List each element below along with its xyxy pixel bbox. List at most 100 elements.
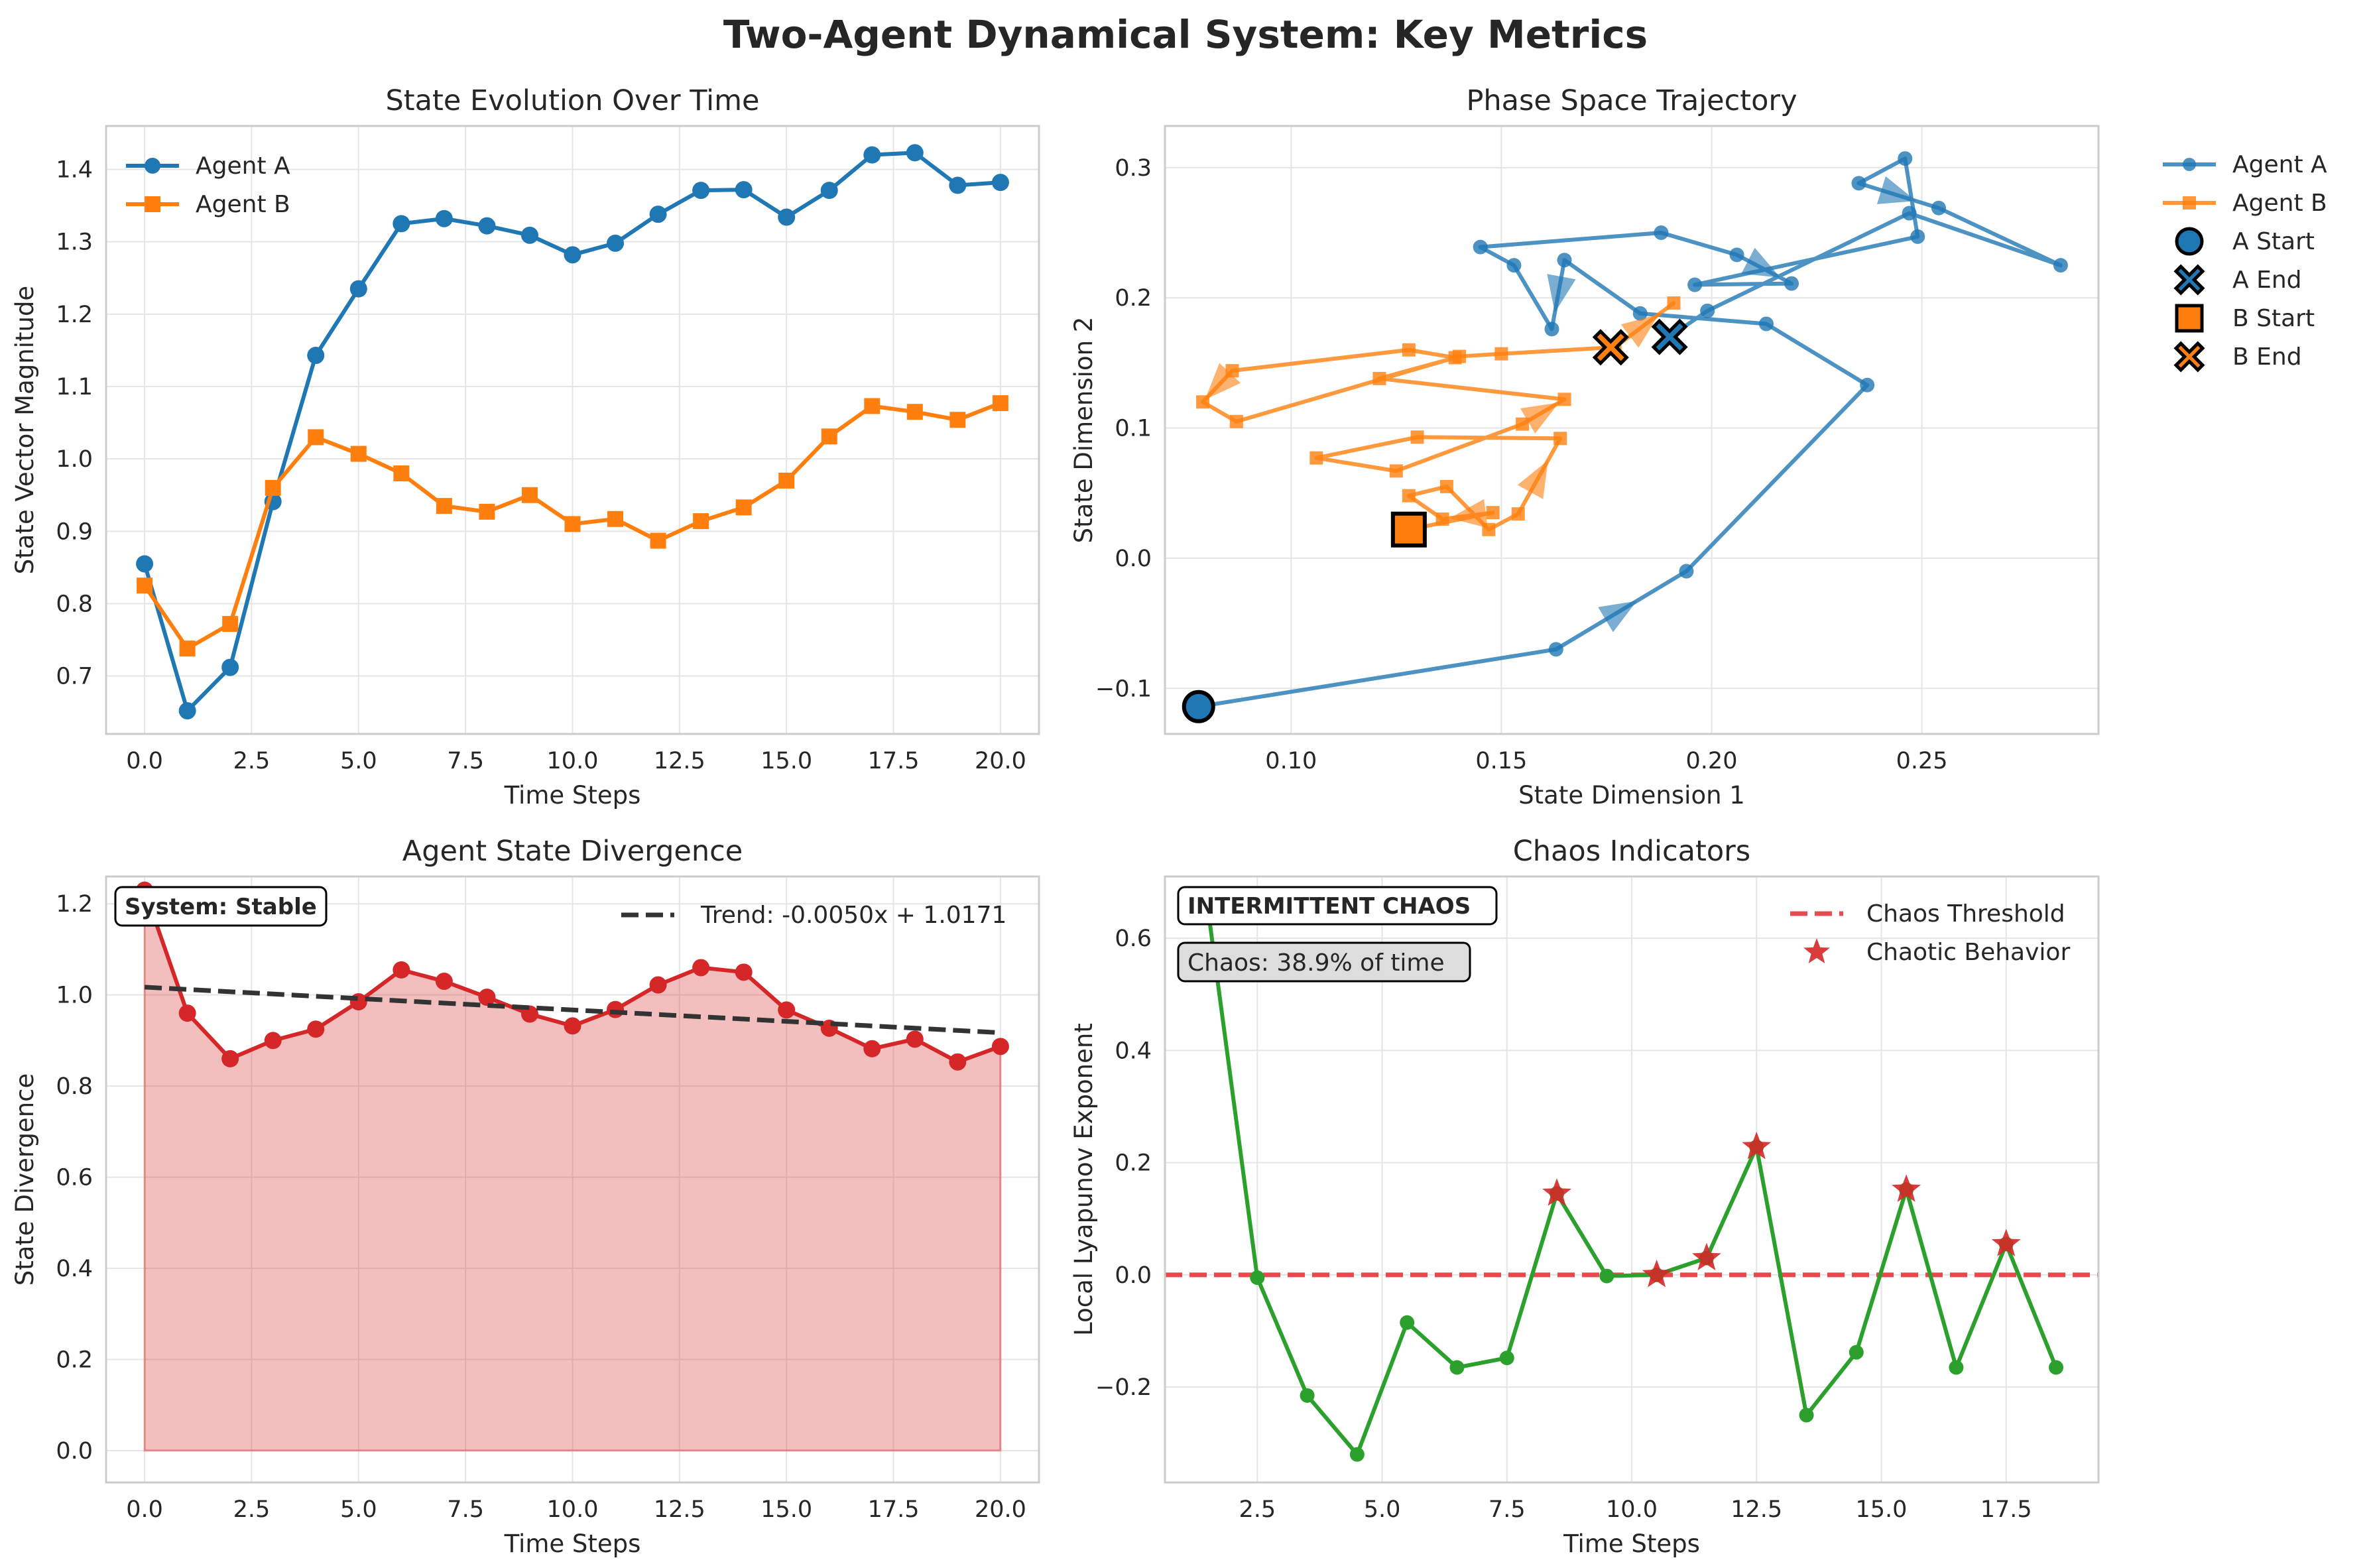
direction-arrow	[1449, 499, 1488, 528]
x-tick-label: 17.5	[868, 748, 920, 774]
chaotic-star-marker	[1991, 1229, 2021, 1256]
data-point	[1799, 1408, 1814, 1423]
trajectory-point	[1516, 417, 1530, 431]
data-point	[820, 182, 838, 200]
trajectory-point	[1402, 343, 1416, 357]
chart-title: Agent State Divergence	[402, 835, 743, 868]
x-tick-label: 10.0	[547, 748, 599, 774]
trajectory-point	[1389, 464, 1403, 478]
x-tick-label: 2.5	[233, 748, 271, 774]
y-tick-label: 1.3	[56, 229, 93, 256]
data-point	[349, 280, 367, 298]
chaotic-star-marker	[1542, 1178, 1571, 1206]
b-end-marker	[1592, 329, 1629, 366]
x-tick-label: 5.0	[340, 1496, 377, 1523]
x-tick-label: 7.5	[1489, 1496, 1526, 1523]
y-tick-label: −0.2	[1095, 1374, 1152, 1401]
data-point	[520, 1005, 538, 1023]
x-tick-label: 15.0	[760, 748, 812, 774]
trajectory-point	[1439, 479, 1453, 493]
data-point	[821, 428, 837, 445]
trajectory-point	[1679, 564, 1694, 579]
legend-label: B Start	[2232, 305, 2315, 332]
y-tick-label: 0.2	[1115, 285, 1152, 312]
legend-marker	[145, 158, 160, 174]
data-point	[949, 1053, 967, 1071]
plot-frame	[105, 125, 1040, 735]
data-point	[906, 404, 923, 420]
data-point	[607, 511, 624, 527]
data-point	[564, 246, 581, 264]
y-tick-label: 1.4	[56, 157, 93, 184]
x-tick-label: 12.5	[654, 748, 705, 774]
data-point	[649, 976, 667, 994]
data-point	[778, 208, 796, 226]
y-tick-label: 1.0	[56, 446, 93, 473]
x-tick-label: 17.5	[1980, 1496, 2032, 1523]
trajectory-point	[1494, 347, 1508, 361]
y-tick-label: 0.0	[1115, 546, 1152, 572]
trajectory-point	[1435, 513, 1449, 526]
chart-state-evolution: 0.0 2.5 5.0 7.5 10.0 12.5 15.0 17.5 20.0 0.7 0.8 0.…	[11, 84, 1040, 810]
data-point	[906, 1030, 924, 1048]
x-tick-label: 20.0	[975, 748, 1026, 774]
data-point	[264, 1032, 282, 1050]
trajectory-point	[2053, 258, 2068, 273]
data-point	[350, 446, 367, 462]
x-tick-label: 0.10	[1265, 748, 1317, 774]
chaotic-star-marker	[1892, 1174, 1921, 1202]
y-tick-label: 0.2	[56, 1347, 93, 1373]
trajectory-point	[1898, 151, 1913, 166]
legend-label: A End	[2232, 267, 2301, 294]
x-axis-label: Time Steps	[504, 1530, 641, 1558]
direction-arrow	[1547, 274, 1576, 313]
trajectory-point	[1452, 349, 1466, 363]
y-axis-label: State Dimension 2	[1069, 317, 1098, 544]
legend-label: Trend: -0.0050x + 1.0171	[700, 902, 1006, 929]
x-tick-label: 10.0	[1606, 1496, 1658, 1523]
trajectory-point	[1402, 489, 1416, 503]
data-point	[349, 993, 367, 1010]
chart-title: Phase Space Trajectory	[1466, 84, 1797, 117]
y-tick-label: 1.0	[56, 983, 93, 1009]
data-point	[991, 1038, 1009, 1055]
x-tick-label: 12.5	[654, 1496, 705, 1523]
chaos-info-text: Chaos: 38.9% of time	[1187, 949, 1445, 977]
data-point	[435, 210, 453, 227]
legend-marker	[2173, 341, 2205, 373]
direction-arrow	[1741, 247, 1781, 278]
direction-arrow	[1876, 176, 1917, 204]
x-tick-label: 0.0	[126, 748, 163, 774]
y-tick-label: 0.4	[1115, 1038, 1152, 1064]
data-point	[1849, 1345, 1864, 1360]
legend-label: Agent B	[196, 191, 290, 218]
trajectory-point	[1506, 258, 1522, 273]
data-point	[435, 973, 453, 991]
trajectory-point	[1851, 176, 1866, 191]
chart-phase-space: 0.10 0.15 0.20 0.25 −0.1 0.0 0.1 0.2 0.3 Phase Sp…	[1069, 84, 2327, 810]
trajectory-point	[1654, 225, 1669, 241]
chaotic-star-marker	[1742, 1131, 1772, 1160]
trajectory-point	[1372, 371, 1386, 385]
data-point	[1400, 1315, 1415, 1330]
data-point	[564, 516, 581, 532]
x-tick-label: 12.5	[1731, 1496, 1782, 1523]
chart-title: Chaos Indicators	[1513, 835, 1750, 868]
a-end-marker	[1651, 318, 1688, 355]
trajectory-point	[1486, 506, 1500, 520]
data-point	[650, 532, 666, 549]
legend-marker	[2173, 264, 2205, 296]
data-point	[520, 226, 538, 244]
data-point	[521, 487, 538, 503]
trajectory-point	[1557, 392, 1571, 406]
trajectory-point	[1700, 303, 1715, 318]
trajectory-point	[1632, 306, 1648, 321]
chaotic-star-marker	[1642, 1259, 1672, 1288]
y-tick-label: 0.0	[1115, 1262, 1152, 1289]
trajectory-point	[1902, 206, 1917, 221]
data-point	[179, 640, 196, 657]
y-tick-label: 0.8	[56, 591, 93, 618]
trajectory-point	[1910, 229, 1925, 244]
lyapunov-line	[1205, 902, 2058, 1457]
x-tick-label: 5.0	[340, 748, 377, 774]
